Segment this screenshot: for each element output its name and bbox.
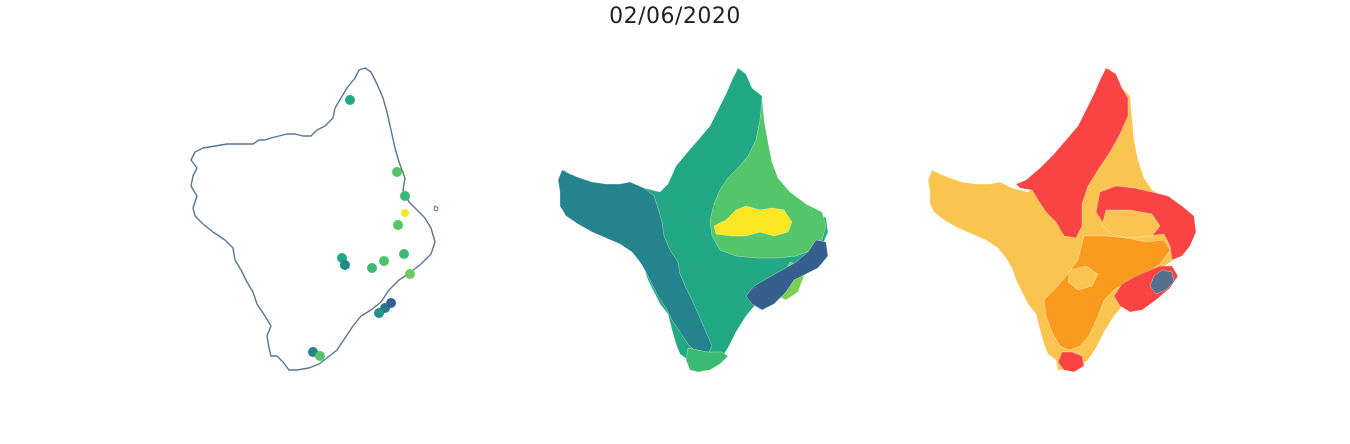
station-point <box>393 220 403 230</box>
region <box>557 169 713 355</box>
region <box>745 239 829 311</box>
region <box>1015 67 1129 239</box>
region <box>685 347 729 373</box>
island-marker <box>433 205 439 212</box>
station-point <box>345 95 355 105</box>
points-map <box>190 67 439 371</box>
region-boundary <box>659 183 757 309</box>
station-point <box>400 191 410 201</box>
state-outline <box>190 67 436 371</box>
map-panel-viridis <box>550 60 840 380</box>
region <box>1149 269 1175 295</box>
warm-choropleth <box>927 67 1197 373</box>
station-point <box>392 167 402 177</box>
station-point <box>399 249 409 259</box>
map-panel-warm <box>920 60 1210 380</box>
viridis-choropleth <box>557 67 829 373</box>
station-point <box>374 308 384 318</box>
map-panel-points <box>185 60 455 380</box>
station-point <box>340 260 350 270</box>
region <box>1057 351 1085 373</box>
figure-title: 02/06/2020 <box>609 4 741 29</box>
station-point <box>379 256 389 266</box>
station-points <box>308 95 415 361</box>
region <box>1067 265 1099 291</box>
station-point <box>315 351 325 361</box>
station-point <box>401 209 409 217</box>
region <box>713 205 793 237</box>
region <box>1043 235 1171 351</box>
station-point <box>367 263 377 273</box>
region <box>1101 209 1161 239</box>
station-point <box>405 269 415 279</box>
